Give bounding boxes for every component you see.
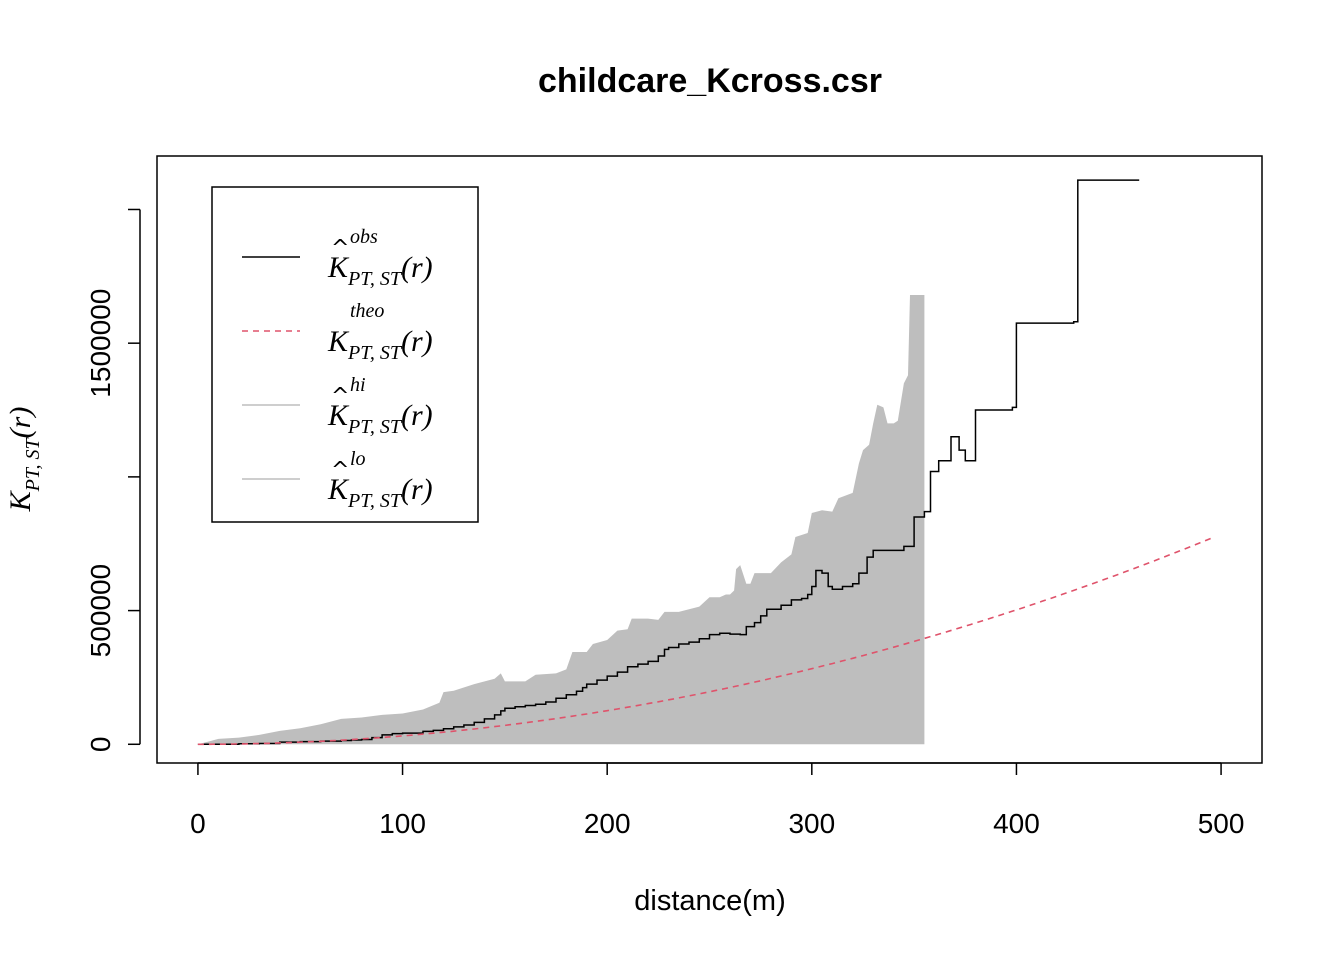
legend-hat-hi: ^ bbox=[331, 384, 349, 409]
legend-hat-obs: ^ bbox=[331, 236, 349, 261]
x-axis-label: distance(m) bbox=[634, 885, 786, 917]
legend-superscript-theo: theo bbox=[350, 300, 384, 322]
legend-label-lo: KPT, ST(r) bbox=[327, 473, 433, 512]
x-tick-label: 200 bbox=[584, 808, 631, 839]
series-line-theo bbox=[197, 537, 1212, 746]
x-tick-label: 400 bbox=[993, 808, 1040, 839]
x-axis: 0 100 200 300 400 500 bbox=[190, 762, 1245, 839]
legend-label-hi: KPT, ST(r) bbox=[327, 399, 433, 438]
legend-box bbox=[211, 186, 479, 523]
envelope-band bbox=[197, 295, 925, 745]
legend-label-obs: KPT, ST(r) bbox=[327, 251, 433, 290]
y-axis-label: KPT, ST(r) bbox=[4, 407, 44, 513]
x-tick-label: 100 bbox=[379, 808, 426, 839]
y-tick-label: 500000 bbox=[85, 564, 116, 657]
x-tick-label: 300 bbox=[788, 808, 835, 839]
y-label-base: K bbox=[4, 489, 37, 512]
x-tick-label: 0 bbox=[190, 808, 206, 839]
svg-text:KPT, ST(r): KPT, ST(r) bbox=[4, 407, 44, 513]
legend-superscript-lo: lo bbox=[350, 448, 366, 470]
legend-superscript-obs: obs bbox=[350, 226, 378, 248]
series-line-obs bbox=[197, 179, 1140, 746]
y-tick-label: 1500000 bbox=[85, 289, 116, 398]
x-tick-label: 500 bbox=[1198, 808, 1245, 839]
legend-superscript-hi: hi bbox=[350, 374, 366, 396]
y-axis: 0 500000 1500000 bbox=[85, 208, 141, 753]
plot-area bbox=[197, 179, 1212, 746]
legend-label-theo: KPT, ST(r) bbox=[327, 325, 433, 364]
y-tick-label: 0 bbox=[85, 737, 116, 753]
y-label-arg: (r) bbox=[4, 407, 37, 439]
legend-hat-lo: ^ bbox=[331, 458, 349, 483]
y-label-sub: PT, ST bbox=[22, 436, 44, 492]
chart-title: childcare_Kcross.csr bbox=[538, 62, 882, 100]
